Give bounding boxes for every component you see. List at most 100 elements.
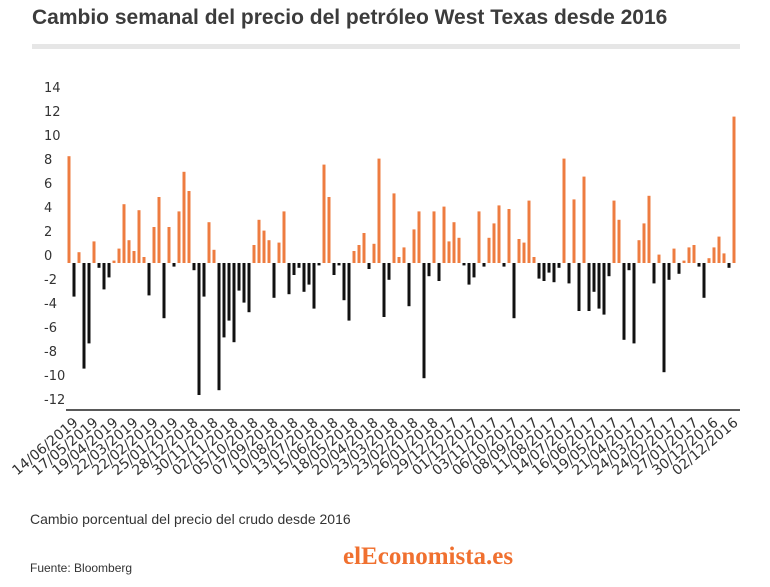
bar-negative (312, 263, 316, 309)
bar-positive (732, 116, 736, 263)
bar-positive (682, 260, 686, 263)
bar-positive (132, 251, 136, 263)
bar-negative (622, 263, 626, 340)
bar-negative (202, 263, 206, 297)
bar-positive (152, 227, 156, 263)
bar-negative (247, 263, 251, 313)
bar-positive (92, 241, 96, 263)
bar-positive (77, 252, 81, 263)
bar-negative (162, 263, 166, 319)
bar-positive (517, 239, 521, 263)
bar-negative (222, 263, 226, 338)
y-tick-label: -12 (44, 393, 65, 408)
y-tick-label: -8 (44, 345, 57, 360)
bar-positive (647, 195, 651, 263)
bar-negative (387, 263, 391, 280)
y-tick-label: 6 (44, 177, 52, 192)
bar-positive (167, 227, 171, 263)
bar-negative (242, 263, 246, 303)
bar-positive (447, 241, 451, 263)
bar-negative (662, 263, 666, 373)
bar-negative (542, 263, 546, 281)
bar-positive (582, 176, 586, 263)
bar-negative (567, 263, 571, 284)
bar-negative (632, 263, 636, 344)
bar-positive (182, 171, 186, 263)
bar-positive (707, 258, 711, 263)
bar-negative (217, 263, 221, 391)
x-axis: 14/06/201917/05/201919/04/201922/03/2019… (9, 415, 741, 479)
bar-negative (292, 263, 296, 275)
bar-negative (552, 263, 556, 283)
bar-negative (667, 263, 671, 280)
bar-negative (72, 263, 76, 297)
bar-negative (232, 263, 236, 343)
bar-negative (512, 263, 516, 319)
bar-positive (687, 247, 691, 263)
bar-negative (347, 263, 351, 321)
bar-negative (437, 263, 441, 281)
bar-negative (287, 263, 291, 295)
y-axis: 14 12 10 8 6 4 2 0 -2 -4 -6 -8 -10 -12 (44, 81, 65, 408)
bar-negative (427, 263, 431, 277)
bars (67, 116, 736, 395)
bar-negative (337, 263, 341, 266)
y-tick-label: 14 (44, 81, 61, 96)
y-tick-label: -2 (44, 273, 57, 288)
bar-negative (297, 263, 301, 268)
bar-positive (527, 200, 531, 263)
bar-negative (627, 263, 631, 271)
bar-positive (617, 219, 621, 263)
bar-positive (637, 240, 641, 263)
bar-negative (237, 263, 241, 291)
bar-negative (422, 263, 426, 379)
bar-positive (212, 249, 216, 263)
bar-negative (172, 263, 176, 267)
bar-negative (87, 263, 91, 344)
bar-negative (307, 263, 311, 285)
bar-negative (482, 263, 486, 267)
y-tick-label: -4 (44, 297, 57, 312)
bar-negative (302, 263, 306, 292)
bar-positive (657, 254, 661, 263)
bar-positive (372, 243, 376, 263)
bar-negative (407, 263, 411, 307)
bar-positive (122, 204, 126, 263)
bar-negative (577, 263, 581, 311)
bar-positive (352, 251, 356, 263)
bar-negative (192, 263, 196, 271)
bar-positive (117, 248, 121, 263)
bar-positive (442, 206, 446, 263)
bar-positive (207, 222, 211, 263)
bar-negative (82, 263, 86, 369)
bar-negative (342, 263, 346, 301)
title-divider (32, 44, 740, 49)
source-note: Fuente: Bloomberg (30, 561, 133, 575)
bar-positive (507, 209, 511, 263)
bar-negative (587, 263, 591, 311)
bar-positive (282, 211, 286, 263)
bar-positive (432, 211, 436, 263)
y-tick-label: 10 (44, 129, 61, 144)
y-tick-label: -10 (44, 369, 65, 384)
bar-positive (142, 257, 146, 263)
bar-positive (112, 260, 116, 263)
bar-positive (417, 211, 421, 263)
bar-positive (672, 248, 676, 263)
bar-positive (67, 156, 71, 263)
bar-negative (547, 263, 551, 273)
bar-positive (532, 257, 536, 263)
bar-negative (462, 263, 466, 266)
bar-positive (377, 158, 381, 263)
y-tick-label: 0 (44, 249, 52, 264)
bar-negative (472, 263, 476, 278)
bar-negative (317, 263, 321, 266)
bar-positive (357, 245, 361, 263)
bar-positive (717, 236, 721, 263)
bar-positive (177, 211, 181, 263)
bar-positive (127, 240, 131, 263)
bar-positive (522, 242, 526, 263)
bar-negative (107, 263, 111, 278)
publisher-logo: elEconomista.es (343, 543, 514, 570)
